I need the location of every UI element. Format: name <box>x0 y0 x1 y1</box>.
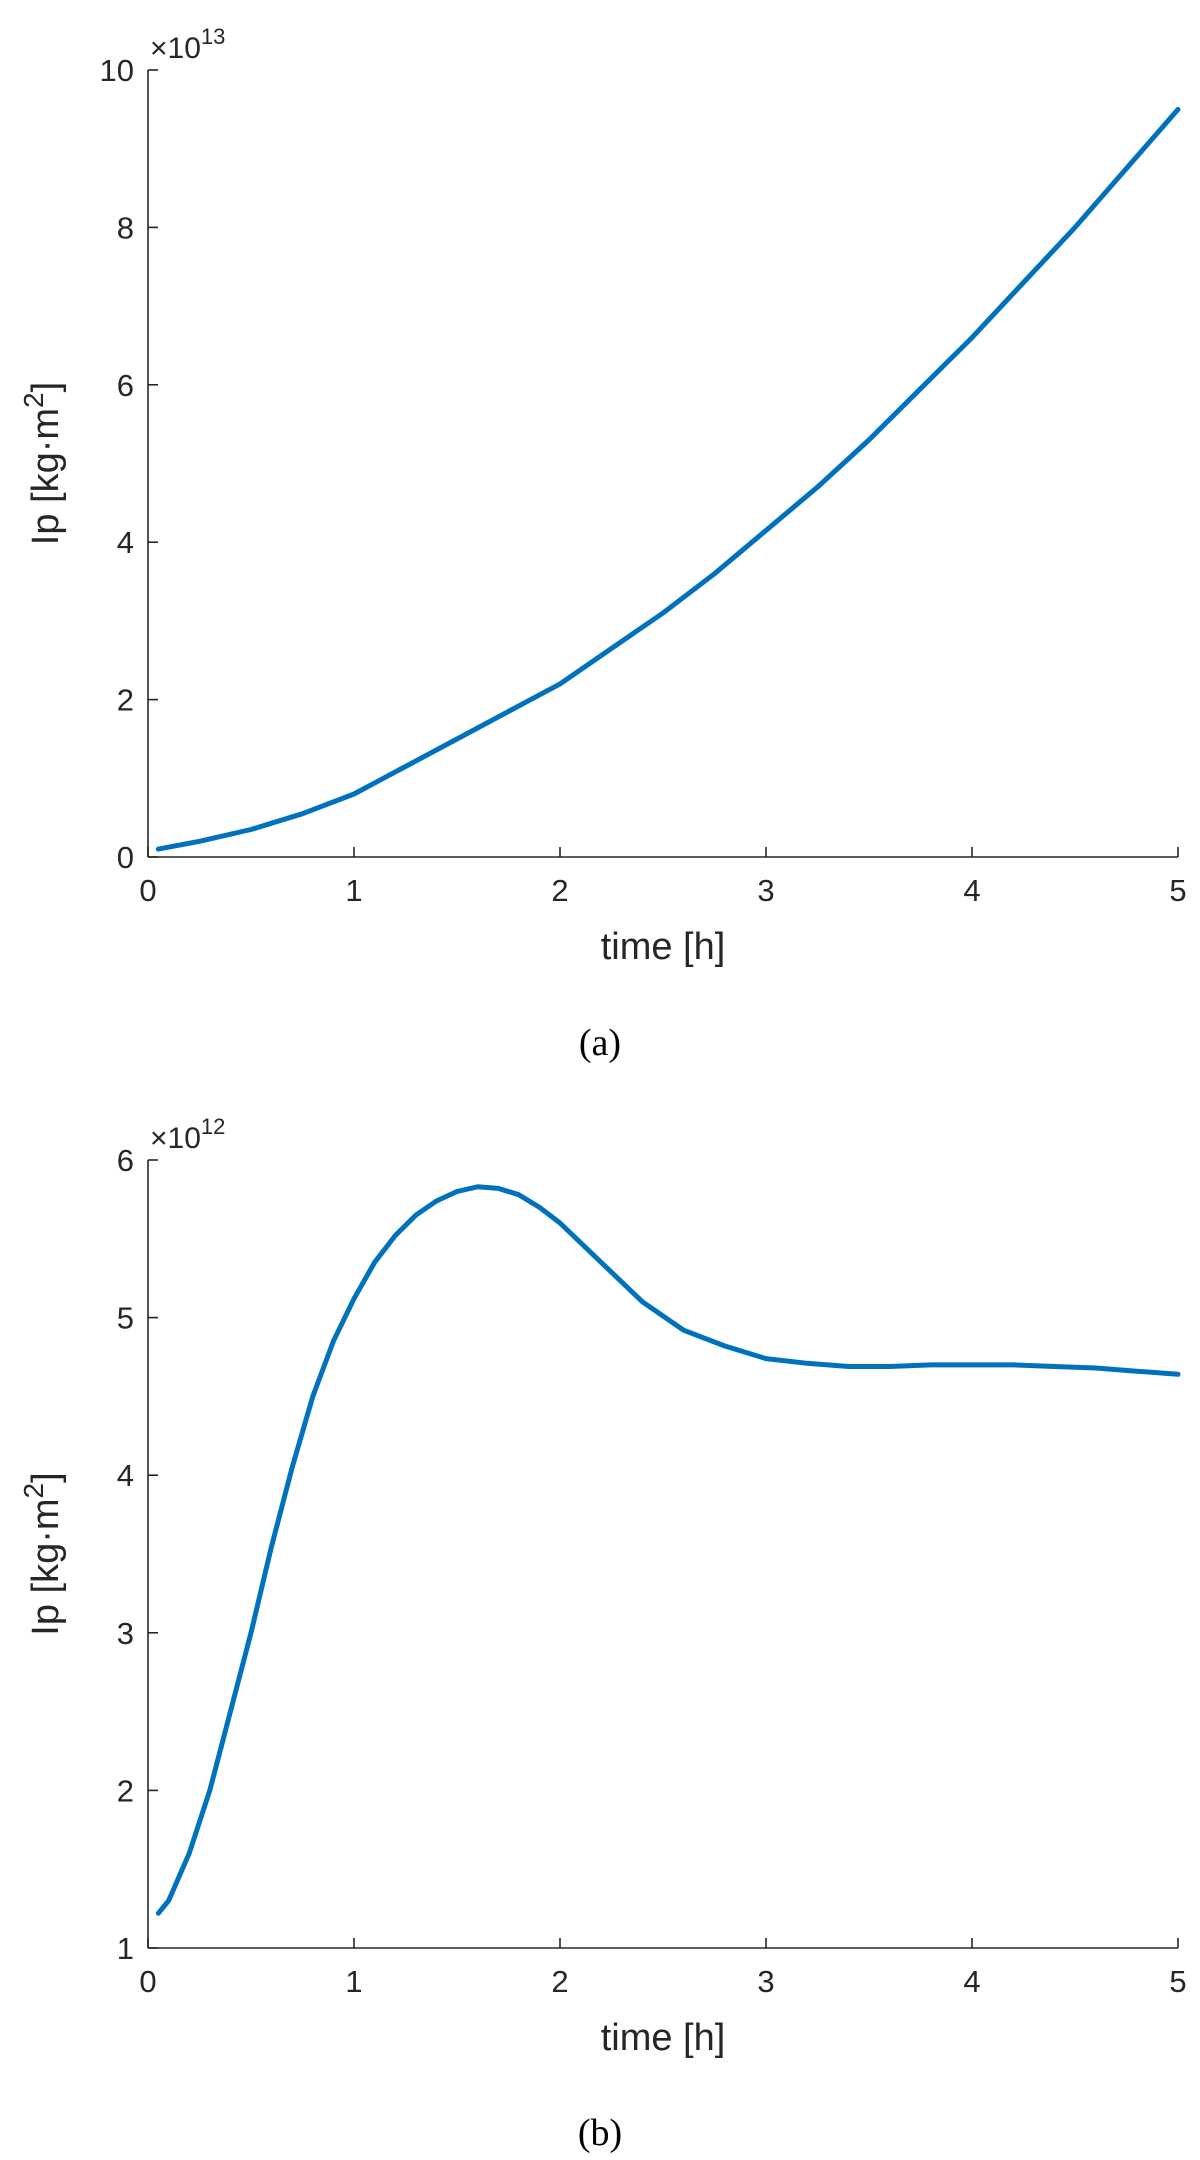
x-tick-label: 0 <box>139 873 156 908</box>
y-tick-label: 5 <box>117 1301 134 1336</box>
x-ticks: 0 1 2 3 4 5 <box>139 847 1187 908</box>
y-tick-label: 0 <box>117 840 134 875</box>
y-axis-label: Ip [kg·m2] <box>18 382 67 545</box>
y-ticks: 1 2 3 4 5 6 <box>117 1143 158 1966</box>
x-tick-label: 4 <box>963 1964 980 1999</box>
y-tick-label: 8 <box>117 210 134 245</box>
x-ticks: 0 1 2 3 4 5 <box>139 1938 1187 1999</box>
y-ticks: 0 2 4 6 8 10 <box>100 53 158 875</box>
y-exponent-label: ×1013 <box>150 24 225 65</box>
x-tick-label: 3 <box>757 873 774 908</box>
y-tick-label: 3 <box>117 1616 134 1651</box>
y-axis-label: Ip [kg·m2] <box>18 1472 67 1635</box>
x-tick-label: 2 <box>551 873 568 908</box>
chart-panel-a: 0 2 4 6 8 10 0 1 2 3 4 5 ×1013 time [h] Ip [kg·m2]… <box>18 24 1187 1064</box>
x-tick-label: 4 <box>963 873 980 908</box>
x-tick-label: 5 <box>1169 873 1186 908</box>
x-tick-label: 1 <box>345 1964 362 1999</box>
y-tick-label: 2 <box>117 683 134 718</box>
y-tick-label: 4 <box>117 1458 134 1493</box>
y-tick-label: 4 <box>117 525 134 560</box>
y-tick-label: 1 <box>117 1931 134 1966</box>
panel-caption: (a) <box>579 1022 621 1064</box>
x-tick-label: 1 <box>345 873 362 908</box>
y-tick-label: 6 <box>117 368 134 403</box>
y-tick-label: 6 <box>117 1143 134 1178</box>
y-tick-label: 10 <box>100 53 134 88</box>
x-tick-label: 2 <box>551 1964 568 1999</box>
x-tick-label: 0 <box>139 1964 156 1999</box>
series-line <box>155 1184 1181 1916</box>
panel-caption: (b) <box>578 2112 622 2154</box>
y-exponent-label: ×1012 <box>150 1114 225 1155</box>
x-tick-label: 5 <box>1169 1964 1186 1999</box>
x-axis-label: time [h] <box>601 926 726 968</box>
y-tick-label: 2 <box>117 1773 134 1808</box>
series-line <box>155 106 1181 852</box>
x-axis-label: time [h] <box>601 2017 726 2059</box>
x-tick-label: 3 <box>757 1964 774 1999</box>
